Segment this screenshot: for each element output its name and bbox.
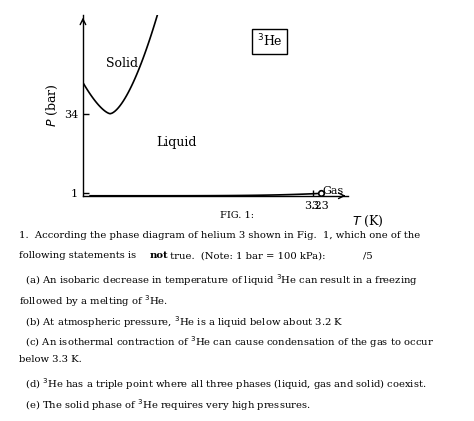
Text: Liquid: Liquid — [156, 136, 196, 149]
Y-axis label: $P$ (bar): $P$ (bar) — [45, 83, 60, 127]
Text: $T$ (K): $T$ (K) — [352, 214, 384, 229]
Text: (a) An isobaric decrease in temperature of liquid $^3$He can result in a freezin: (a) An isobaric decrease in temperature … — [19, 272, 418, 288]
Text: (e) The solid phase of $^3$He requires very high pressures.: (e) The solid phase of $^3$He requires v… — [19, 397, 310, 413]
Text: (d) $^3$He has a triple point where all three phases (liquid, gas and solid) coe: (d) $^3$He has a triple point where all … — [19, 376, 427, 392]
Text: FIG. 1:: FIG. 1: — [220, 211, 254, 220]
Text: (b) At atmospheric pressure, $^3$He is a liquid below about 3.2 K: (b) At atmospheric pressure, $^3$He is a… — [19, 314, 343, 330]
Text: 1.  According the phase diagram of helium 3 shown in Fig.  1, which one of the: 1. According the phase diagram of helium… — [19, 231, 420, 240]
Text: (c) An isothermal contraction of $^3$He can cause condensation of the gas to occ: (c) An isothermal contraction of $^3$He … — [19, 334, 434, 350]
Text: true.  (Note: 1 bar = 100 kPa):            /5: true. (Note: 1 bar = 100 kPa): /5 — [167, 251, 373, 261]
Text: $^3$He: $^3$He — [256, 33, 283, 50]
Text: Solid: Solid — [106, 56, 138, 69]
Text: following statements is: following statements is — [19, 251, 139, 261]
Text: Gas: Gas — [323, 186, 344, 196]
Text: followed by a melting of $^3$He.: followed by a melting of $^3$He. — [19, 293, 168, 309]
Text: below 3.3 K.: below 3.3 K. — [19, 355, 82, 364]
Text: not: not — [149, 251, 168, 261]
